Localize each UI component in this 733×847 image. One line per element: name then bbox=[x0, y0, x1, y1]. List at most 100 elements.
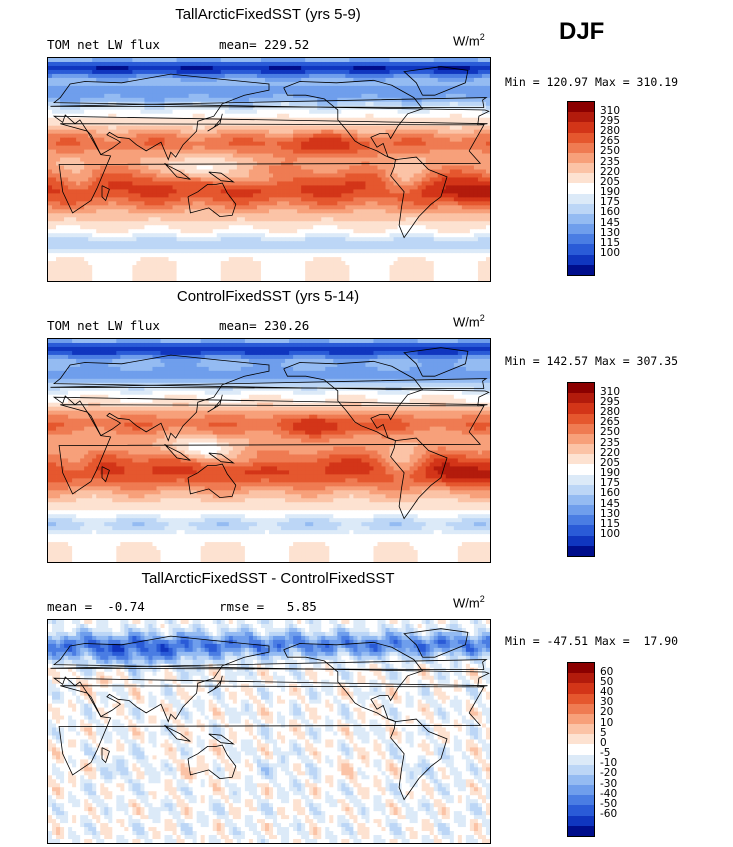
panel-2-minmax: Min = 142.57 Max = 307.35 bbox=[505, 354, 679, 368]
colorbar-label: 220 bbox=[600, 446, 621, 459]
coastline bbox=[283, 79, 424, 160]
coastlines bbox=[50, 66, 490, 239]
colorbar-swatch bbox=[568, 433, 594, 445]
colorbar-label: 295 bbox=[600, 395, 621, 408]
panel-1-variable-label: TOM net LW flux bbox=[47, 37, 160, 52]
season-label: DJF bbox=[559, 18, 605, 45]
colorbar-label: 115 bbox=[600, 517, 621, 530]
colorbar-label: 235 bbox=[600, 155, 621, 168]
colorbar-swatch bbox=[568, 254, 594, 265]
colorbar-swatch bbox=[568, 825, 594, 836]
coastline bbox=[101, 466, 110, 483]
coastline bbox=[187, 463, 237, 499]
colorbar-label: 10 bbox=[600, 716, 614, 729]
coastline bbox=[207, 675, 223, 694]
colorbar-label: 250 bbox=[600, 426, 621, 439]
colorbar-swatch bbox=[568, 774, 594, 786]
coastlines bbox=[50, 628, 490, 801]
colorbar-swatch bbox=[568, 454, 594, 465]
colorbar-label: 190 bbox=[600, 186, 621, 199]
colorbar-label: 40 bbox=[600, 686, 614, 699]
colorbar-swatch bbox=[568, 393, 594, 404]
colorbar-label: 310 bbox=[600, 104, 621, 117]
colorbar-label: -20 bbox=[600, 767, 618, 780]
colorbar-label: -60 bbox=[600, 808, 618, 821]
colorbar-swatch bbox=[568, 173, 594, 184]
colorbar-swatch bbox=[568, 545, 594, 556]
colorbar-label: 115 bbox=[600, 236, 621, 249]
field-cells bbox=[48, 620, 490, 843]
coastline bbox=[52, 635, 490, 723]
panel-3-rmse-label: rmse = 5.85 bbox=[219, 599, 317, 614]
colorbar-swatch bbox=[568, 785, 594, 796]
colorbar-swatch bbox=[568, 244, 594, 255]
colorbar-swatch bbox=[568, 203, 594, 214]
colorbar-swatch bbox=[568, 413, 594, 424]
panel-2-colorbar bbox=[567, 382, 595, 557]
colorbar-swatch bbox=[568, 444, 594, 455]
panel-3-title: TallArcticFixedSST - ControlFixedSST bbox=[141, 570, 395, 587]
colorbar-label: 310 bbox=[600, 385, 621, 398]
colorbar-swatch bbox=[568, 764, 594, 775]
coastline bbox=[187, 744, 237, 780]
colorbar-label: 130 bbox=[600, 226, 621, 239]
colorbar-swatch bbox=[568, 734, 594, 745]
colorbar-swatch bbox=[568, 163, 594, 174]
colorbar-swatch bbox=[568, 724, 594, 735]
panel-3-colorbar bbox=[567, 662, 595, 837]
colorbar-label: 60 bbox=[600, 665, 614, 678]
colorbar-swatch bbox=[568, 525, 594, 536]
colorbar-label: 30 bbox=[600, 696, 614, 709]
colorbar-swatch bbox=[568, 474, 594, 485]
colorbar-swatch bbox=[568, 703, 594, 714]
panel-1-minmax: Min = 120.97 Max = 310.19 bbox=[505, 75, 679, 89]
coastline bbox=[403, 66, 469, 96]
colorbar-swatch bbox=[568, 112, 594, 123]
colorbar-swatch bbox=[568, 683, 594, 694]
colorbar-label: 190 bbox=[600, 467, 621, 480]
field-cells bbox=[48, 58, 490, 281]
panel-1-map bbox=[47, 57, 491, 282]
colorbar-label: 265 bbox=[600, 416, 621, 429]
panel-2-mean-label: mean= 230.26 bbox=[219, 318, 310, 333]
coastline bbox=[390, 156, 448, 239]
colorbar-swatch bbox=[568, 754, 594, 765]
panel-3-minmax: Min = -47.51 Max = 17.90 bbox=[505, 634, 679, 648]
colorbar-label: 5 bbox=[600, 726, 607, 739]
colorbar-label: 100 bbox=[600, 528, 621, 541]
panel-2-units: W/m2 bbox=[453, 313, 485, 330]
colorbar-label: 100 bbox=[600, 247, 621, 260]
colorbar-swatch bbox=[568, 494, 594, 506]
coastline bbox=[58, 685, 485, 776]
colorbar-label: 160 bbox=[600, 206, 621, 219]
panel-2-title: ControlFixedSST (yrs 5-14) bbox=[176, 288, 360, 305]
colorbar-label: 160 bbox=[600, 487, 621, 500]
panel-3-map bbox=[47, 619, 491, 844]
colorbar-swatch bbox=[568, 505, 594, 516]
coastline bbox=[50, 378, 488, 389]
colorbar-label: 220 bbox=[600, 165, 621, 178]
colorbar-swatch bbox=[568, 795, 594, 806]
colorbar-swatch bbox=[568, 663, 594, 674]
coastline bbox=[58, 404, 485, 495]
colorbar-label: -50 bbox=[600, 797, 618, 810]
coastline bbox=[187, 182, 237, 218]
coastline bbox=[164, 162, 191, 180]
colorbar-swatch bbox=[568, 213, 594, 225]
panel-2-variable-label: TOM net LW flux bbox=[47, 318, 160, 333]
coastline bbox=[164, 724, 191, 742]
colorbar-label: 280 bbox=[600, 406, 621, 419]
colorbar-swatch bbox=[568, 673, 594, 684]
coastline bbox=[403, 628, 469, 658]
coastline bbox=[58, 123, 485, 214]
colorbar-label: 175 bbox=[600, 477, 621, 490]
panel-2-map-field bbox=[48, 339, 490, 562]
panel-3-units: W/m2 bbox=[453, 594, 485, 611]
panel-1-map-field bbox=[48, 58, 490, 281]
colorbar-label: 235 bbox=[600, 436, 621, 449]
colorbar-label: 295 bbox=[600, 114, 621, 127]
panel-2-map bbox=[47, 338, 491, 563]
coastline bbox=[390, 437, 448, 520]
colorbar-swatch bbox=[568, 193, 594, 204]
colorbar-label: 20 bbox=[600, 706, 614, 719]
